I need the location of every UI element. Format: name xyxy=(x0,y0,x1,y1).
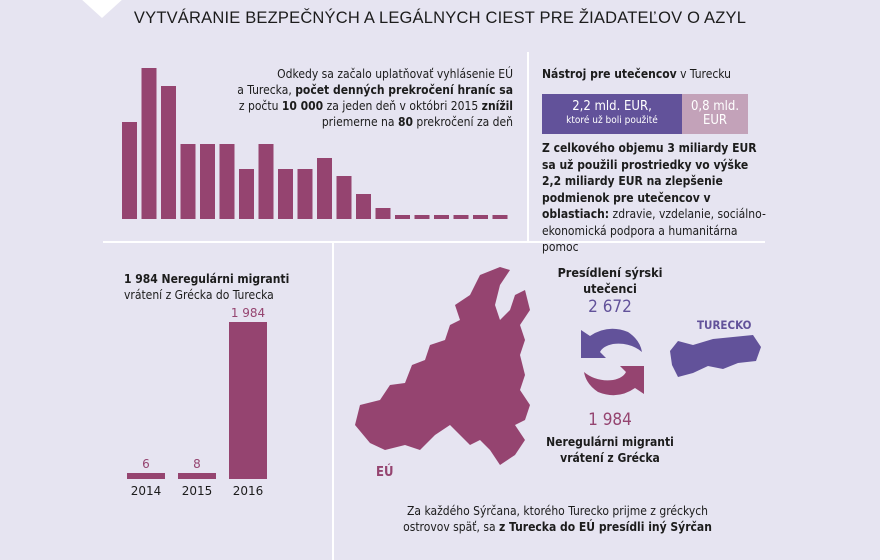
t: Za každého Sýrčana, ktorého Turecko prij… xyxy=(407,504,708,518)
eu-map xyxy=(355,267,530,465)
crossings-bar xyxy=(161,86,176,219)
returned-value: 1 984 xyxy=(588,410,632,430)
facility-body: Z celkového objemu 3 miliardy EUR sa už … xyxy=(542,140,767,256)
returns-bar xyxy=(127,473,165,479)
used-label: ktoré už boli použité xyxy=(566,115,658,126)
data-label: 6 xyxy=(142,457,150,471)
t: z počtu xyxy=(238,99,282,113)
turkey-map xyxy=(670,335,761,377)
divider xyxy=(527,52,529,242)
resettled-label: Presídlení sýrski utečenci xyxy=(557,265,663,296)
funds-remaining-bar: 0,8 mld. EUR xyxy=(682,94,748,134)
t: za jeden deň v októbri 2015 xyxy=(323,99,482,113)
crossings-bar xyxy=(473,215,488,219)
returns-bar xyxy=(178,473,216,479)
eu-label: EÚ xyxy=(376,465,394,480)
crossings-bar xyxy=(239,169,254,219)
t: Z celkového objemu 3 miliardy EUR sa už … xyxy=(542,141,757,221)
t: vrátení z Grécka do Turecka xyxy=(124,288,274,302)
crossings-bar xyxy=(317,158,332,219)
t: 10 000 xyxy=(281,99,324,113)
returns-heading: 1 984 Neregulárni migranti vrátení z Gré… xyxy=(124,271,289,303)
crossings-line: z počtu 10 000 za jeden deň v októbri 20… xyxy=(230,98,513,114)
year-label: 2015 xyxy=(182,484,213,498)
header-notch xyxy=(80,0,124,18)
t: počet denných prekročení hraníc sa xyxy=(295,83,513,97)
turkey-label: TURECKO xyxy=(697,318,752,332)
crossings-bar xyxy=(492,215,508,219)
remaining-unit: EUR xyxy=(702,113,728,128)
crossings-bar xyxy=(356,194,371,219)
crossings-bar xyxy=(258,144,274,219)
facility-heading: Nástroj pre utečencov v Turecku xyxy=(542,66,731,82)
crossings-bar xyxy=(122,122,137,219)
funds-used-bar: 2,2 mld. EUR, ktoré už boli použité xyxy=(542,94,682,134)
crossings-bar xyxy=(180,144,196,219)
crossings-bar xyxy=(414,215,430,219)
returned-label: Neregulárni migranti vrátení z Grécka xyxy=(545,434,675,466)
remaining-value: 0,8 mld. xyxy=(690,99,740,114)
divider xyxy=(103,241,765,243)
t: Neregulárni migranti xyxy=(546,435,674,449)
data-label: 1 984 xyxy=(231,306,265,320)
crossings-bar xyxy=(297,169,313,219)
daily-crossings-chart xyxy=(122,68,508,219)
crossings-bar xyxy=(278,169,293,219)
t: Nástroj pre utečencov xyxy=(542,67,677,81)
t: prekročení za deň xyxy=(412,115,513,129)
t: priemerne na xyxy=(321,115,398,129)
t: a Turecka, xyxy=(237,83,296,97)
t: z Turecka do EÚ presídli iný Sýrčan xyxy=(498,520,712,534)
page-title: VYTVÁRANIE BEZPEČNÝCH A LEGÁLNYCH CIEST … xyxy=(133,9,747,27)
returns-chart: 6 2014 8 2015 1 984 2016 xyxy=(127,306,267,498)
swap-arrows-icon xyxy=(581,328,644,396)
crossings-bar xyxy=(200,144,215,219)
t: vrátení z Grécka xyxy=(560,451,660,465)
t: znížil xyxy=(481,99,513,113)
crossings-bar xyxy=(336,176,352,219)
t: v Turecku xyxy=(676,67,732,81)
t: zdravie, vzdelanie, sociálno-ekonomická … xyxy=(542,207,766,254)
crossings-bar xyxy=(219,144,235,219)
crossings-bar xyxy=(375,208,391,219)
crossings-text: Odkedy sa začalo uplatňovať vyhlásenie E… xyxy=(230,66,513,130)
crossings-bar xyxy=(395,215,410,219)
returns-bar xyxy=(229,322,267,479)
t: 1 984 Neregulárni migranti xyxy=(124,272,290,286)
t: ostrovov späť, sa xyxy=(403,520,499,534)
crossings-line: Odkedy sa začalo uplatňovať vyhlásenie E… xyxy=(277,67,513,81)
footer-text: Za každého Sýrčana, ktorého Turecko prij… xyxy=(360,503,755,535)
resettled-value: 2 672 xyxy=(588,297,632,317)
crossings-bar xyxy=(141,68,157,219)
crossings-bar xyxy=(434,215,449,219)
crossings-bar xyxy=(453,215,469,219)
crossings-line: a Turecka, počet denných prekročení hran… xyxy=(230,82,513,98)
crossings-line: priemerne na 80 prekročení za deň xyxy=(230,114,513,130)
year-label: 2014 xyxy=(131,484,162,498)
year-label: 2016 xyxy=(233,484,264,498)
used-value: 2,2 mld. EUR, xyxy=(572,99,652,114)
data-label: 8 xyxy=(193,457,201,471)
t: 80 xyxy=(397,115,413,129)
divider xyxy=(332,243,334,560)
